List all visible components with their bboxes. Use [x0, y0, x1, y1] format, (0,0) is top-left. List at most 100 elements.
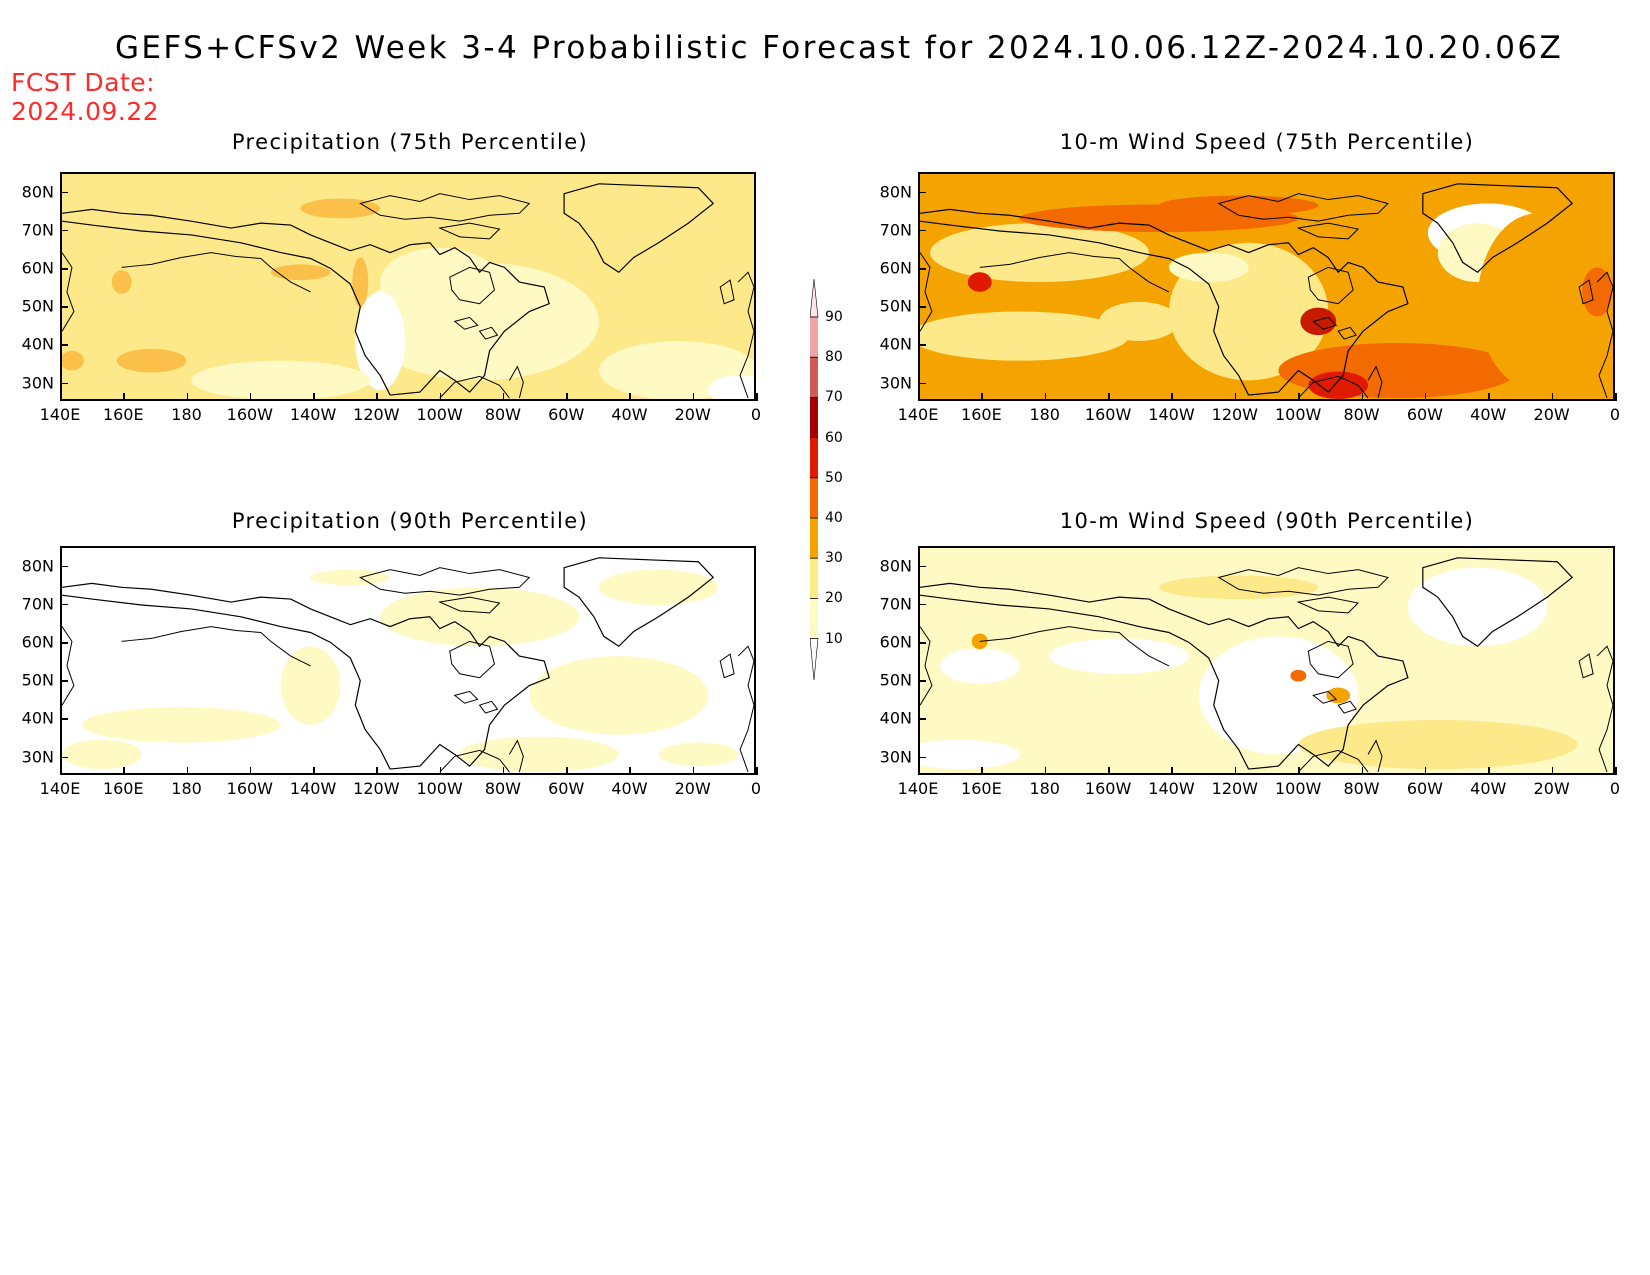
- lat-tick: [918, 756, 926, 759]
- lon-tick: [1108, 393, 1110, 401]
- field-patch: [270, 264, 331, 281]
- lon-tick: [439, 393, 442, 401]
- coastline-great-lakes: [453, 316, 499, 340]
- lon-label: 160E: [961, 405, 1002, 424]
- lon-tick: [692, 767, 695, 775]
- coastline-british-isles: [719, 279, 735, 305]
- coastline-asia: [62, 626, 75, 706]
- coastline-baffin: [1296, 596, 1360, 614]
- lon-label: 160E: [102, 779, 144, 798]
- lon-label: 40W: [611, 405, 648, 424]
- coastline-hudson-bay: [1307, 266, 1354, 305]
- coastline-british-isles: [1578, 279, 1594, 305]
- colorbar-label: 80: [825, 349, 843, 366]
- lon-tick: [1298, 393, 1300, 401]
- lat-tick: [918, 718, 926, 720]
- colorbar-label: 60: [825, 429, 843, 446]
- lon-label: 80W: [1343, 779, 1380, 798]
- field-patch: [529, 656, 709, 735]
- lon-label: 20W: [1533, 779, 1570, 798]
- coastline-greenland: [563, 183, 715, 274]
- lat-tick: [60, 306, 68, 308]
- colorbar-box: [810, 518, 818, 559]
- colorbar-box: [810, 317, 818, 358]
- lon-tick: [756, 767, 758, 775]
- lon-tick: [60, 393, 62, 401]
- field-patch: [1326, 687, 1351, 704]
- lat-label: 70N: [879, 594, 912, 614]
- lat-tick: [918, 382, 926, 385]
- lat-tick: [60, 680, 68, 682]
- coastline-british-isles: [719, 653, 735, 679]
- coastline-florida: [1367, 739, 1383, 773]
- lon-label: 0: [1609, 405, 1621, 424]
- lon-label: 140W: [289, 405, 337, 424]
- colorbar: [810, 278, 819, 681]
- field-patch: [658, 742, 739, 767]
- colorbar-box: [810, 598, 818, 639]
- coastline-north-america: [920, 582, 1409, 770]
- coastline-north-america: [62, 582, 550, 770]
- field-patch: [1298, 719, 1578, 770]
- field-patch: [1198, 636, 1359, 755]
- coastline-asia: [62, 252, 75, 332]
- lat-tick: [60, 191, 68, 194]
- lon-label: 180: [171, 405, 202, 424]
- field-patch: [1168, 252, 1249, 283]
- lon-tick: [566, 393, 568, 401]
- lat-label: 40N: [879, 334, 912, 354]
- coastline-alaska: [979, 252, 1170, 293]
- field-patch: [1582, 267, 1613, 317]
- lon-tick: [313, 767, 315, 775]
- map-precip-90-svg: [62, 548, 754, 773]
- colorbar-bottom-arrow: [810, 637, 819, 681]
- lat-tick: [918, 229, 926, 232]
- lat-label: 50N: [21, 670, 54, 690]
- lat-label: 70N: [21, 594, 54, 614]
- field-patch: [355, 291, 406, 391]
- lon-label: 20W: [674, 405, 711, 424]
- lon-tick: [1044, 767, 1047, 775]
- coastline-gulf: [1297, 749, 1369, 773]
- lat-tick: [60, 642, 68, 644]
- lat-label: 40N: [21, 708, 54, 728]
- field-patch: [920, 311, 1130, 361]
- colorbar-top-arrow: [810, 278, 819, 318]
- lat-tick: [60, 718, 68, 720]
- lon-label: 160E: [961, 779, 1002, 798]
- lon-tick: [1551, 767, 1554, 775]
- field-patch: [1158, 195, 1319, 216]
- fcst-date-label: FCST Date:: [11, 68, 156, 97]
- colorbar-label: 50: [825, 469, 843, 486]
- lon-label: 160W: [1084, 779, 1132, 798]
- lat-label: 60N: [879, 258, 912, 278]
- lon-tick: [756, 393, 758, 401]
- lon-tick: [376, 767, 378, 775]
- coastline-british-isles: [1578, 653, 1594, 679]
- lon-tick: [1171, 393, 1173, 401]
- colorbar-label: 40: [825, 510, 843, 526]
- lat-label: 30N: [21, 747, 54, 767]
- coastline-hudson-bay: [1307, 640, 1354, 679]
- lon-tick: [313, 393, 315, 401]
- map-wind-90-svg: [920, 548, 1613, 773]
- coastline-arctic-islands: [1217, 193, 1389, 222]
- map-wind-90: [918, 546, 1615, 775]
- coastline-europe: [1596, 271, 1613, 399]
- lon-label: 120W: [353, 779, 400, 798]
- coastline-greenland: [563, 557, 715, 648]
- lat-label: 30N: [879, 747, 912, 767]
- coastline-alaska: [979, 626, 1170, 667]
- field-patch: [1308, 371, 1369, 399]
- lat-tick: [918, 268, 926, 270]
- fcst-date-value: 2024.09.22: [11, 97, 160, 126]
- lon-tick: [1424, 767, 1427, 775]
- coastline-north-america: [920, 208, 1409, 396]
- lon-label: 140E: [39, 779, 81, 798]
- map-precip-75: [60, 172, 756, 401]
- colorbar-boxes: [810, 278, 819, 681]
- lat-label: 80N: [21, 182, 54, 202]
- coastline-europe: [737, 271, 754, 399]
- lon-tick: [1108, 767, 1110, 775]
- lat-label: 40N: [21, 334, 54, 354]
